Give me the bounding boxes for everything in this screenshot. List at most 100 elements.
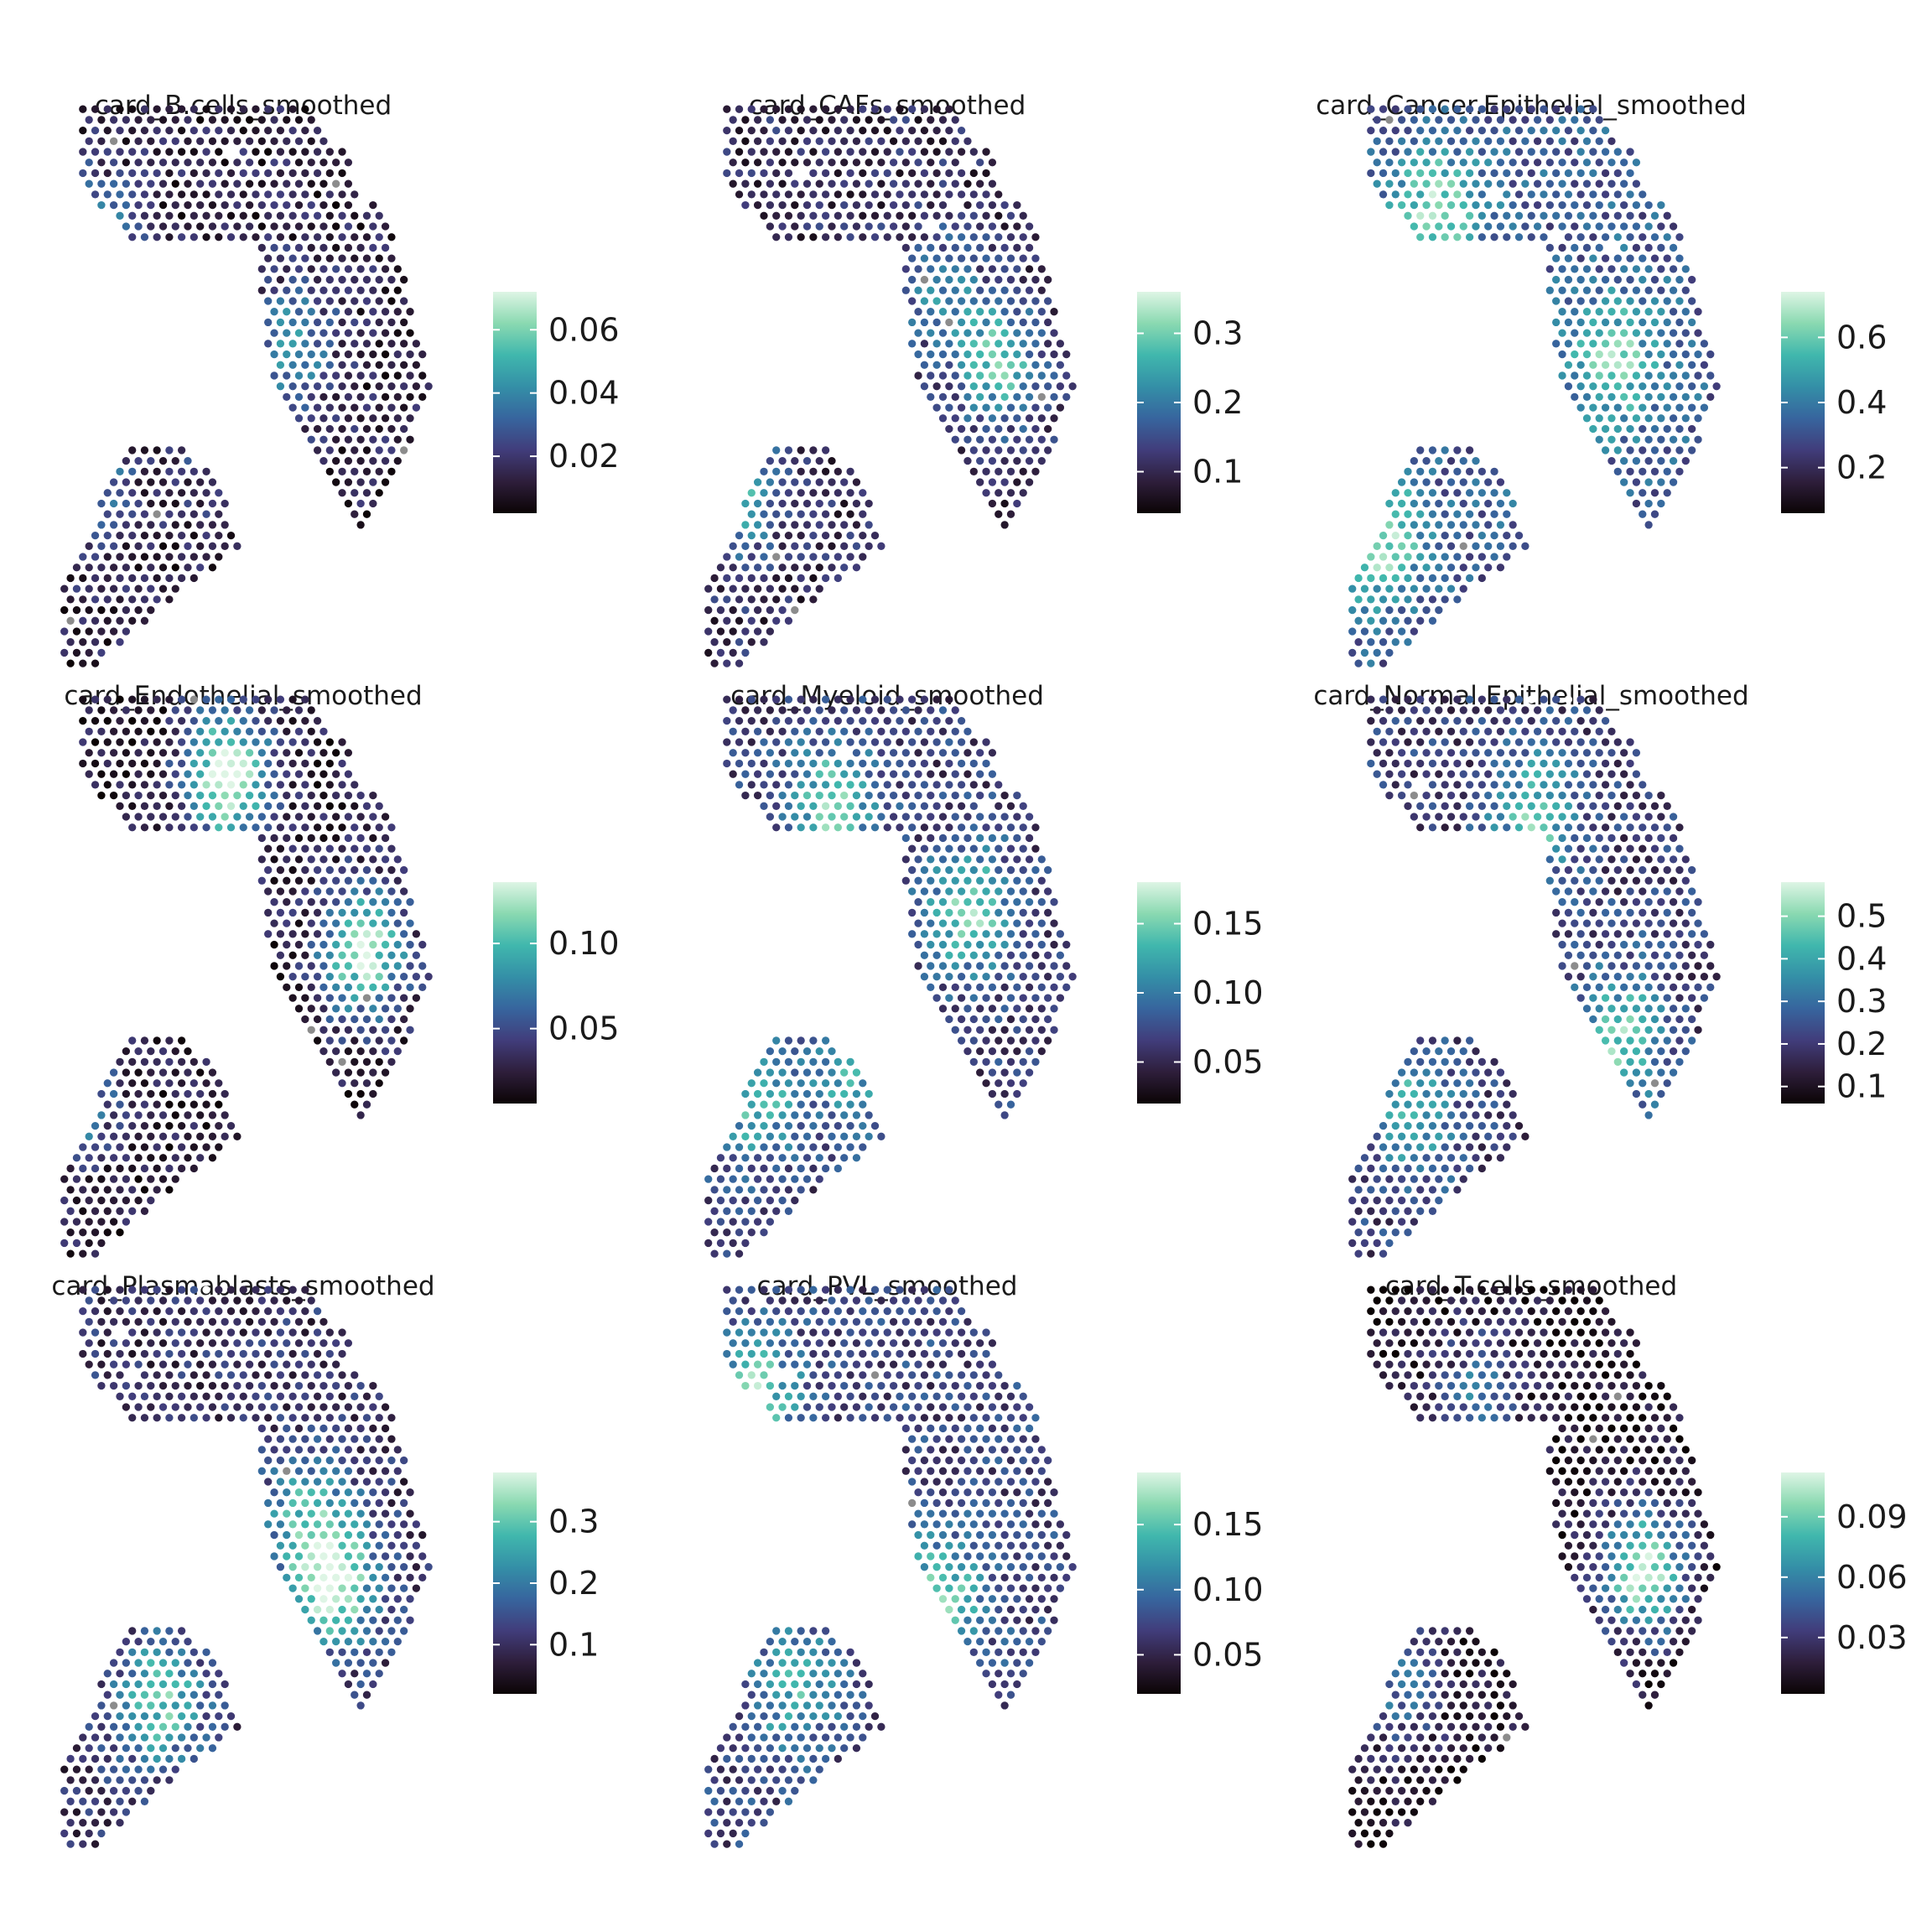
spot — [1552, 318, 1561, 327]
spot — [134, 1680, 143, 1689]
spot — [270, 962, 278, 970]
spot — [196, 116, 205, 124]
spot — [1540, 781, 1548, 789]
spot — [859, 781, 867, 789]
spot — [778, 1154, 787, 1162]
spot — [1019, 233, 1027, 242]
spot — [976, 414, 984, 423]
spot — [1360, 648, 1369, 657]
spot — [1595, 898, 1603, 906]
spot — [797, 211, 805, 220]
spot — [716, 1175, 725, 1183]
spot — [938, 813, 948, 821]
spot — [932, 695, 941, 704]
spot — [1644, 521, 1653, 529]
spot — [294, 1530, 304, 1540]
spot — [1552, 865, 1561, 875]
spot — [969, 318, 978, 327]
spot — [901, 137, 910, 145]
spot — [356, 876, 365, 885]
spot — [1453, 695, 1462, 704]
spot — [1613, 1036, 1622, 1045]
spot — [828, 137, 836, 145]
spot — [729, 1154, 737, 1162]
spot — [778, 706, 787, 714]
spot — [147, 137, 155, 145]
spot — [1657, 898, 1665, 906]
spot — [828, 542, 836, 550]
spot — [957, 190, 966, 199]
spot — [356, 1046, 365, 1056]
spot — [184, 1132, 192, 1140]
spot — [1416, 781, 1425, 789]
spot — [1639, 1057, 1647, 1066]
spot — [802, 1068, 812, 1077]
spot — [840, 813, 849, 821]
spot — [982, 467, 990, 475]
spot — [957, 148, 966, 156]
spot — [932, 254, 941, 262]
spot — [338, 973, 346, 981]
spot — [387, 1605, 396, 1614]
spot — [1503, 531, 1511, 540]
spot — [791, 1132, 799, 1140]
spot — [109, 521, 118, 529]
spot — [1509, 542, 1517, 550]
spot — [116, 1306, 124, 1316]
spot — [362, 844, 371, 853]
spot — [932, 802, 941, 810]
spot — [963, 791, 972, 800]
spot — [1613, 403, 1622, 412]
spot — [1453, 1057, 1462, 1066]
spot — [1607, 749, 1616, 757]
spot — [1459, 542, 1467, 550]
spot — [1037, 876, 1046, 885]
spot — [147, 1381, 155, 1390]
spot — [381, 940, 390, 949]
spot — [147, 200, 155, 210]
spot — [908, 908, 917, 917]
spot — [741, 584, 750, 593]
spot — [1025, 350, 1034, 359]
spot — [375, 887, 383, 896]
spot — [338, 1498, 346, 1508]
spot — [778, 1196, 787, 1205]
spot — [1348, 605, 1357, 615]
spot — [828, 456, 836, 465]
spot — [1694, 983, 1702, 992]
spot — [1613, 1015, 1622, 1024]
spot — [1435, 749, 1443, 757]
spot — [1632, 243, 1641, 252]
spot — [834, 531, 842, 540]
spot — [301, 1285, 309, 1294]
spot — [270, 179, 278, 188]
spot — [995, 802, 1003, 810]
spot — [1496, 116, 1505, 124]
spot — [288, 908, 297, 917]
spot — [190, 1690, 198, 1699]
spot — [288, 930, 297, 938]
spot — [344, 1595, 353, 1603]
spot — [1639, 510, 1647, 518]
spot — [1571, 919, 1579, 927]
spot — [91, 695, 100, 704]
spot — [1000, 791, 1009, 800]
spot — [914, 137, 922, 145]
spot — [753, 791, 762, 800]
spot — [288, 148, 297, 156]
spot — [356, 1068, 365, 1077]
spot — [729, 1175, 737, 1183]
spot — [747, 638, 756, 647]
spot — [1663, 844, 1671, 853]
spot — [1360, 1154, 1369, 1162]
spot — [951, 179, 959, 188]
spot — [294, 1446, 304, 1454]
spot — [772, 1143, 781, 1151]
spot — [190, 531, 198, 540]
spot — [1558, 371, 1566, 380]
spot — [741, 137, 750, 145]
spot — [387, 1584, 396, 1592]
spot — [1435, 222, 1443, 231]
spot — [153, 1648, 161, 1656]
spot — [1712, 973, 1721, 981]
